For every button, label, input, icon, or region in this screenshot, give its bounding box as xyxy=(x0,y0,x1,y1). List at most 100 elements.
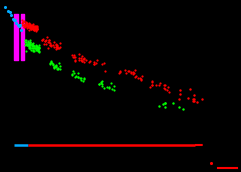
Point xyxy=(52,41,56,44)
Point xyxy=(9,14,13,16)
Point xyxy=(158,82,162,84)
Point xyxy=(54,64,58,67)
Point xyxy=(33,26,37,29)
Point xyxy=(34,44,38,47)
Point xyxy=(28,43,32,46)
Point xyxy=(97,82,101,85)
Point xyxy=(94,62,98,64)
Point xyxy=(133,76,137,78)
Point xyxy=(30,26,33,28)
Point xyxy=(32,26,36,29)
Point xyxy=(28,42,32,45)
Point xyxy=(92,63,96,65)
Point xyxy=(100,79,104,82)
Point xyxy=(36,47,40,49)
Point xyxy=(35,27,39,30)
Point xyxy=(27,44,31,47)
Point xyxy=(104,69,107,72)
Point xyxy=(24,21,28,24)
Point xyxy=(102,87,106,89)
Point xyxy=(105,86,109,89)
Point xyxy=(27,43,31,46)
Point xyxy=(21,21,25,24)
Point xyxy=(58,41,62,44)
Point xyxy=(79,76,83,79)
Point xyxy=(44,43,48,45)
Point xyxy=(92,62,96,65)
Point xyxy=(82,77,86,80)
Point xyxy=(33,27,37,29)
Point xyxy=(70,73,74,76)
Point xyxy=(25,25,29,27)
Point xyxy=(73,60,77,62)
Point xyxy=(8,11,12,14)
Point xyxy=(49,60,53,63)
Point xyxy=(28,38,32,41)
Point xyxy=(55,44,59,46)
Point xyxy=(33,47,37,49)
Point xyxy=(35,28,39,31)
Point xyxy=(27,47,31,49)
Point xyxy=(133,68,137,71)
Point xyxy=(49,45,53,47)
Point xyxy=(140,74,144,77)
Point xyxy=(25,43,29,46)
Point xyxy=(36,49,40,52)
Point xyxy=(57,47,61,49)
Point xyxy=(51,64,55,66)
Point xyxy=(72,55,76,58)
Point xyxy=(191,100,195,103)
Point xyxy=(40,39,44,41)
Point xyxy=(33,46,37,49)
Point xyxy=(44,38,48,41)
Point xyxy=(78,77,82,79)
Point xyxy=(23,24,27,27)
Point xyxy=(23,23,27,25)
Point xyxy=(27,24,31,27)
Point xyxy=(82,60,86,63)
Point xyxy=(40,39,44,41)
Point xyxy=(21,24,25,27)
Point xyxy=(34,26,38,29)
Point xyxy=(24,43,27,46)
Point xyxy=(81,58,85,61)
Point xyxy=(195,101,199,104)
Point xyxy=(24,21,27,24)
Point xyxy=(150,84,154,87)
Point xyxy=(161,103,165,105)
Point xyxy=(46,46,50,49)
Point xyxy=(28,40,32,43)
Point xyxy=(49,59,53,62)
Point xyxy=(46,41,50,44)
Point xyxy=(24,38,28,41)
Point xyxy=(34,28,38,31)
Point xyxy=(34,27,38,30)
Point xyxy=(54,66,58,68)
Point xyxy=(37,51,41,54)
Point xyxy=(22,20,26,23)
Point xyxy=(76,76,80,79)
Point xyxy=(24,24,27,27)
Point xyxy=(48,62,52,65)
Point xyxy=(23,24,27,27)
Point xyxy=(127,70,131,73)
Point xyxy=(134,74,138,77)
Point xyxy=(58,65,61,68)
Point xyxy=(12,18,16,21)
Point xyxy=(35,49,39,51)
Point xyxy=(27,26,31,29)
Point xyxy=(72,54,76,57)
Point xyxy=(17,24,21,27)
Point xyxy=(112,88,116,91)
Point xyxy=(45,36,49,39)
Point xyxy=(28,40,32,43)
Point xyxy=(28,24,32,26)
Point xyxy=(30,24,34,27)
Point xyxy=(150,79,154,82)
Point xyxy=(80,55,84,58)
Point xyxy=(28,26,32,29)
Point xyxy=(72,72,76,74)
Point xyxy=(192,97,195,100)
Point xyxy=(29,28,33,31)
Point xyxy=(26,26,29,29)
